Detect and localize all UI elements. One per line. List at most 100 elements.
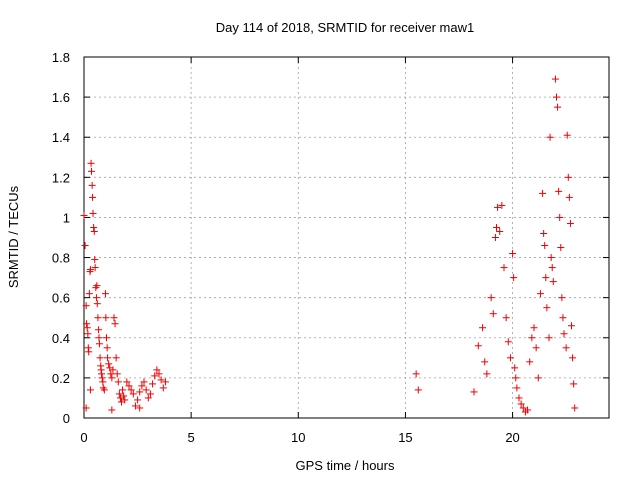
data-point [524, 406, 532, 414]
data-point [496, 227, 504, 235]
tick-labels: 0 0.2 0.4 0.6 0.8 1 1.2 1.4 1.6 1.8 0 5 10 15 20 [52, 50, 520, 445]
data-point [504, 338, 512, 346]
data-point [481, 358, 489, 366]
data-point [119, 386, 127, 394]
data-point [557, 244, 565, 252]
y-axis-label: SRMTID / TECUs [6, 185, 21, 288]
data-point [81, 242, 89, 250]
data-point [138, 382, 146, 390]
axis-ticks [83, 56, 609, 419]
data-point [502, 314, 510, 322]
y-tick-label: 0 [63, 411, 70, 426]
data-point [140, 378, 148, 386]
data-point [85, 348, 93, 356]
data-point [551, 75, 559, 83]
data-point [103, 344, 111, 352]
data-point [512, 374, 520, 382]
data-point [540, 229, 548, 237]
data-point [108, 374, 116, 382]
data-point [534, 374, 542, 382]
data-point [569, 354, 577, 362]
data-point [87, 159, 95, 167]
data-point [474, 342, 482, 350]
data-point [115, 390, 123, 398]
data-point [107, 370, 115, 378]
data-point [555, 187, 563, 195]
data-point [113, 370, 121, 378]
data-point [129, 390, 137, 398]
data-point [546, 133, 554, 141]
data-point [566, 219, 574, 227]
x-tick-label: 15 [398, 430, 412, 445]
data-point [541, 242, 549, 250]
data-point [526, 358, 534, 366]
data-point [108, 406, 116, 414]
data-point [500, 264, 508, 272]
data-point [149, 380, 157, 388]
x-tick-label: 5 [188, 430, 195, 445]
data-point [94, 314, 102, 322]
data-point [146, 390, 154, 398]
data-point [102, 314, 110, 322]
data-point [513, 384, 521, 392]
data-point [95, 340, 103, 348]
data-point [506, 354, 514, 362]
data-point [528, 334, 536, 342]
data-point [125, 382, 133, 390]
data-point [86, 266, 94, 274]
data-point [82, 302, 90, 310]
data-point [112, 354, 120, 362]
data-point [142, 386, 150, 394]
data-point [83, 320, 91, 328]
y-tick-label: 1 [63, 210, 70, 225]
data-point [547, 254, 555, 262]
data-point [85, 290, 93, 298]
data-point [491, 234, 499, 241]
data-point [127, 386, 135, 394]
data-point [565, 193, 573, 201]
data-point [494, 203, 502, 211]
data-point [86, 386, 94, 394]
data-point [109, 366, 117, 374]
data-point [131, 402, 139, 410]
data-point [563, 131, 571, 139]
data-point [511, 364, 519, 372]
data-point [136, 404, 144, 412]
data-point [519, 404, 527, 412]
data-point [111, 320, 119, 328]
data-point [536, 290, 544, 298]
data-point [91, 256, 99, 264]
data-point [88, 167, 95, 175]
data-point [562, 344, 570, 352]
data-point [83, 324, 91, 332]
data-point [134, 396, 142, 404]
data-point [412, 370, 420, 378]
data-point [136, 388, 144, 396]
data-point [570, 380, 578, 388]
data-point [144, 394, 152, 402]
plot-frame [83, 56, 610, 419]
data-point [100, 386, 108, 394]
data-point [95, 326, 103, 334]
x-tick-label: 0 [80, 430, 87, 445]
data-point [120, 392, 128, 400]
data-point [542, 274, 550, 282]
data-point [532, 344, 540, 352]
data-point [549, 278, 557, 286]
data-point [114, 378, 122, 386]
data-point [517, 400, 525, 408]
data-point [545, 334, 553, 342]
data-point [548, 264, 556, 272]
data-point [543, 304, 551, 312]
data-point [99, 378, 107, 386]
data-point [470, 388, 478, 396]
chart-title: Day 114 of 2018, SRMTID for receiver maw… [216, 20, 474, 35]
data-point [530, 324, 538, 332]
data-point [498, 201, 506, 209]
x-tick-label: 20 [505, 430, 519, 445]
data-point [564, 173, 572, 181]
data-point [539, 189, 547, 197]
data-point [80, 211, 88, 219]
data-point [151, 372, 159, 380]
